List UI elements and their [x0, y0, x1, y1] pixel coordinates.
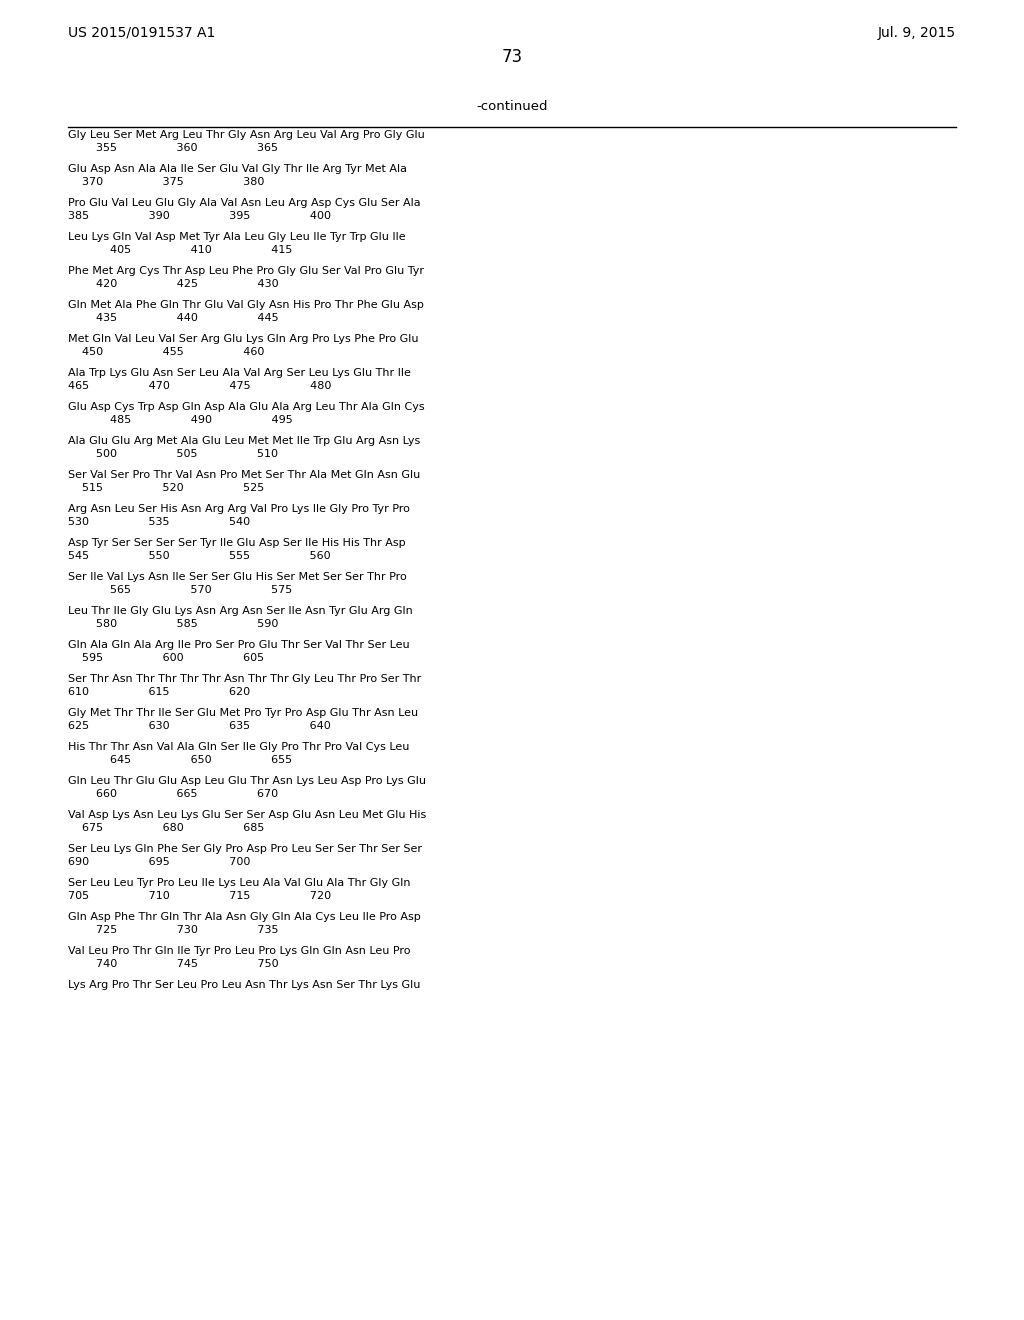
Text: 705                 710                 715                 720: 705 710 715 720 [68, 891, 331, 902]
Text: Gln Ala Gln Ala Arg Ile Pro Ser Pro Glu Thr Ser Val Thr Ser Leu: Gln Ala Gln Ala Arg Ile Pro Ser Pro Glu … [68, 640, 410, 649]
Text: Leu Lys Gln Val Asp Met Tyr Ala Leu Gly Leu Ile Tyr Trp Glu Ile: Leu Lys Gln Val Asp Met Tyr Ala Leu Gly … [68, 232, 406, 242]
Text: Val Asp Lys Asn Leu Lys Glu Ser Ser Asp Glu Asn Leu Met Glu His: Val Asp Lys Asn Leu Lys Glu Ser Ser Asp … [68, 810, 426, 820]
Text: 740                 745                 750: 740 745 750 [68, 960, 279, 969]
Text: Phe Met Arg Cys Thr Asp Leu Phe Pro Gly Glu Ser Val Pro Glu Tyr: Phe Met Arg Cys Thr Asp Leu Phe Pro Gly … [68, 267, 424, 276]
Text: Ser Leu Lys Gln Phe Ser Gly Pro Asp Pro Leu Ser Ser Thr Ser Ser: Ser Leu Lys Gln Phe Ser Gly Pro Asp Pro … [68, 843, 422, 854]
Text: 73: 73 [502, 48, 522, 66]
Text: Glu Asp Cys Trp Asp Gln Asp Ala Glu Ala Arg Leu Thr Ala Gln Cys: Glu Asp Cys Trp Asp Gln Asp Ala Glu Ala … [68, 403, 425, 412]
Text: Jul. 9, 2015: Jul. 9, 2015 [878, 26, 956, 40]
Text: 530                 535                 540: 530 535 540 [68, 517, 250, 527]
Text: 580                 585                 590: 580 585 590 [68, 619, 279, 630]
Text: 465                 470                 475                 480: 465 470 475 480 [68, 381, 332, 391]
Text: 485                 490                 495: 485 490 495 [68, 414, 293, 425]
Text: Ser Leu Leu Tyr Pro Leu Ile Lys Leu Ala Val Glu Ala Thr Gly Gln: Ser Leu Leu Tyr Pro Leu Ile Lys Leu Ala … [68, 878, 411, 888]
Text: US 2015/0191537 A1: US 2015/0191537 A1 [68, 26, 215, 40]
Text: Ala Trp Lys Glu Asn Ser Leu Ala Val Arg Ser Leu Lys Glu Thr Ile: Ala Trp Lys Glu Asn Ser Leu Ala Val Arg … [68, 368, 411, 378]
Text: 690                 695                 700: 690 695 700 [68, 857, 251, 867]
Text: Gln Asp Phe Thr Gln Thr Ala Asn Gly Gln Ala Cys Leu Ile Pro Asp: Gln Asp Phe Thr Gln Thr Ala Asn Gly Gln … [68, 912, 421, 921]
Text: 405                 410                 415: 405 410 415 [68, 246, 293, 255]
Text: 420                 425                 430: 420 425 430 [68, 279, 279, 289]
Text: 660                 665                 670: 660 665 670 [68, 789, 279, 799]
Text: 500                 505                 510: 500 505 510 [68, 449, 278, 459]
Text: 645                 650                 655: 645 650 655 [68, 755, 292, 766]
Text: 675                 680                 685: 675 680 685 [68, 822, 264, 833]
Text: Gln Leu Thr Glu Glu Asp Leu Glu Thr Asn Lys Leu Asp Pro Lys Glu: Gln Leu Thr Glu Glu Asp Leu Glu Thr Asn … [68, 776, 426, 785]
Text: 435                 440                 445: 435 440 445 [68, 313, 279, 323]
Text: Gly Met Thr Thr Ile Ser Glu Met Pro Tyr Pro Asp Glu Thr Asn Leu: Gly Met Thr Thr Ile Ser Glu Met Pro Tyr … [68, 708, 418, 718]
Text: 610                 615                 620: 610 615 620 [68, 686, 250, 697]
Text: Glu Asp Asn Ala Ala Ile Ser Glu Val Gly Thr Ile Arg Tyr Met Ala: Glu Asp Asn Ala Ala Ile Ser Glu Val Gly … [68, 164, 407, 174]
Text: Pro Glu Val Leu Glu Gly Ala Val Asn Leu Arg Asp Cys Glu Ser Ala: Pro Glu Val Leu Glu Gly Ala Val Asn Leu … [68, 198, 421, 209]
Text: 565                 570                 575: 565 570 575 [68, 585, 292, 595]
Text: 625                 630                 635                 640: 625 630 635 640 [68, 721, 331, 731]
Text: Arg Asn Leu Ser His Asn Arg Arg Val Pro Lys Ile Gly Pro Tyr Pro: Arg Asn Leu Ser His Asn Arg Arg Val Pro … [68, 504, 410, 513]
Text: His Thr Thr Asn Val Ala Gln Ser Ile Gly Pro Thr Pro Val Cys Leu: His Thr Thr Asn Val Ala Gln Ser Ile Gly … [68, 742, 410, 752]
Text: 385                 390                 395                 400: 385 390 395 400 [68, 211, 331, 220]
Text: -continued: -continued [476, 100, 548, 114]
Text: 515                 520                 525: 515 520 525 [68, 483, 264, 492]
Text: Lys Arg Pro Thr Ser Leu Pro Leu Asn Thr Lys Asn Ser Thr Lys Glu: Lys Arg Pro Thr Ser Leu Pro Leu Asn Thr … [68, 979, 421, 990]
Text: Ser Thr Asn Thr Thr Thr Thr Asn Thr Thr Gly Leu Thr Pro Ser Thr: Ser Thr Asn Thr Thr Thr Thr Asn Thr Thr … [68, 675, 421, 684]
Text: 450                 455                 460: 450 455 460 [68, 347, 264, 356]
Text: 355                 360                 365: 355 360 365 [68, 143, 278, 153]
Text: 545                 550                 555                 560: 545 550 555 560 [68, 550, 331, 561]
Text: 370                 375                 380: 370 375 380 [68, 177, 264, 187]
Text: Gln Met Ala Phe Gln Thr Glu Val Gly Asn His Pro Thr Phe Glu Asp: Gln Met Ala Phe Gln Thr Glu Val Gly Asn … [68, 300, 424, 310]
Text: Ser Val Ser Pro Thr Val Asn Pro Met Ser Thr Ala Met Gln Asn Glu: Ser Val Ser Pro Thr Val Asn Pro Met Ser … [68, 470, 420, 480]
Text: Leu Thr Ile Gly Glu Lys Asn Arg Asn Ser Ile Asn Tyr Glu Arg Gln: Leu Thr Ile Gly Glu Lys Asn Arg Asn Ser … [68, 606, 413, 616]
Text: Met Gln Val Leu Val Ser Arg Glu Lys Gln Arg Pro Lys Phe Pro Glu: Met Gln Val Leu Val Ser Arg Glu Lys Gln … [68, 334, 419, 345]
Text: 725                 730                 735: 725 730 735 [68, 925, 279, 935]
Text: Gly Leu Ser Met Arg Leu Thr Gly Asn Arg Leu Val Arg Pro Gly Glu: Gly Leu Ser Met Arg Leu Thr Gly Asn Arg … [68, 129, 425, 140]
Text: Asp Tyr Ser Ser Ser Ser Tyr Ile Glu Asp Ser Ile His His Thr Asp: Asp Tyr Ser Ser Ser Ser Tyr Ile Glu Asp … [68, 539, 406, 548]
Text: Val Leu Pro Thr Gln Ile Tyr Pro Leu Pro Lys Gln Gln Asn Leu Pro: Val Leu Pro Thr Gln Ile Tyr Pro Leu Pro … [68, 946, 411, 956]
Text: Ser Ile Val Lys Asn Ile Ser Ser Glu His Ser Met Ser Ser Thr Pro: Ser Ile Val Lys Asn Ile Ser Ser Glu His … [68, 572, 407, 582]
Text: Ala Glu Glu Arg Met Ala Glu Leu Met Met Ile Trp Glu Arg Asn Lys: Ala Glu Glu Arg Met Ala Glu Leu Met Met … [68, 436, 420, 446]
Text: 595                 600                 605: 595 600 605 [68, 653, 264, 663]
